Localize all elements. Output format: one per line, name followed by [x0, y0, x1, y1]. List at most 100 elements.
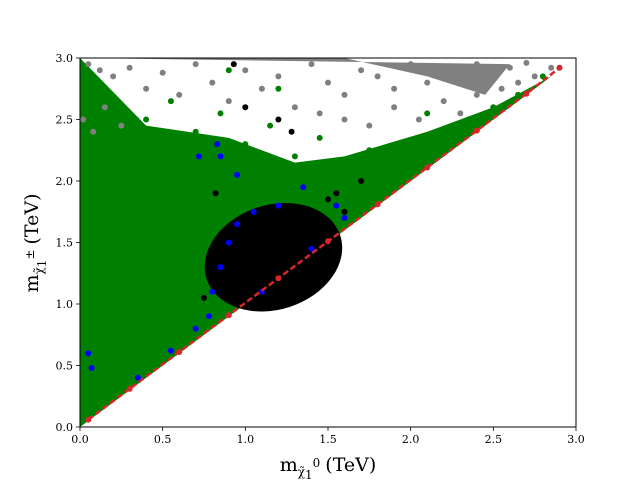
y-axis-ticks: 0.0 0.5 1.0 1.5 2.0 2.5 3.0 — [56, 52, 80, 434]
grey-point — [374, 73, 381, 80]
green-point — [382, 184, 389, 191]
black-point — [267, 245, 274, 252]
grey-point — [490, 69, 497, 76]
grey-point — [192, 61, 199, 68]
green-point — [490, 104, 497, 111]
grey-point — [291, 104, 298, 111]
grey-point — [473, 91, 480, 98]
green-point — [465, 116, 472, 123]
black-point — [250, 233, 257, 240]
grey-point — [358, 67, 365, 74]
black-point — [258, 214, 265, 221]
black-point — [316, 214, 323, 221]
x-tick-label: 3.0 — [567, 433, 585, 446]
black-point — [288, 128, 295, 135]
black-point — [237, 294, 244, 301]
red-diagonal-band — [87, 66, 561, 421]
x-tick-label: 1.5 — [319, 433, 337, 446]
black-point — [341, 208, 348, 215]
grey-point — [424, 79, 431, 86]
green-point — [391, 159, 398, 166]
x-axis-ticks: 0.0 0.5 1.0 1.5 2.0 2.5 3.0 — [71, 427, 585, 446]
grey-point — [159, 69, 166, 76]
x-tick-label: 2.0 — [402, 433, 420, 446]
y-label-sub: χ̃ — [32, 266, 46, 274]
blue-point — [234, 221, 241, 228]
y-tick-label: 0.0 — [56, 421, 74, 434]
y-label-sup2: ± — [23, 249, 37, 259]
grey-point — [531, 73, 538, 80]
grey-point — [341, 116, 348, 123]
grey-point — [225, 98, 232, 105]
blue-point — [275, 202, 282, 209]
black-point — [308, 227, 315, 234]
green-point — [267, 122, 274, 129]
y-axis-label: mχ̃1± (TeV) — [21, 193, 49, 292]
grey-point — [85, 61, 92, 68]
grey-point — [80, 116, 87, 123]
blue-point — [214, 141, 221, 148]
black-point — [225, 227, 232, 234]
x-label-unit: (TeV) — [325, 454, 376, 476]
green-point — [366, 147, 373, 154]
black-point — [217, 245, 224, 252]
grey-point — [440, 67, 447, 74]
green-point — [275, 85, 282, 92]
blue-point — [134, 374, 141, 381]
y-label-unit: (TeV) — [21, 193, 43, 244]
green-point — [242, 141, 249, 148]
blue-point — [217, 264, 224, 271]
blue-point — [333, 202, 340, 209]
blue-point — [167, 347, 174, 354]
green-point — [449, 134, 455, 141]
grey-point — [90, 128, 97, 135]
grey-point — [515, 79, 522, 86]
blue-point — [225, 239, 232, 246]
x-label-sup2: 0 — [313, 456, 321, 470]
grey-point — [440, 98, 447, 105]
x-tick-label: 0.5 — [154, 433, 172, 446]
grey-point — [341, 91, 348, 98]
blue-point — [341, 214, 348, 221]
grey-point — [391, 85, 398, 92]
black-point — [325, 196, 331, 203]
green-point — [415, 141, 422, 148]
black-point — [201, 294, 207, 301]
grey-point — [506, 64, 513, 71]
x-tick-label: 2.5 — [485, 433, 503, 446]
grey-point — [498, 85, 505, 92]
black-point — [295, 254, 302, 261]
y-label-sub2: 1 — [35, 260, 49, 268]
blue-point — [196, 153, 202, 160]
blue-point — [209, 288, 216, 295]
x-label-sub: χ̃ — [298, 465, 306, 479]
grey-point — [258, 85, 265, 92]
grey-point — [96, 67, 103, 74]
blue-point — [206, 313, 212, 320]
blue-point — [300, 184, 307, 191]
x-tick-label: 0.0 — [71, 433, 89, 446]
green-point — [341, 165, 348, 172]
black-density-region — [204, 203, 343, 312]
green-point — [225, 67, 232, 74]
grey-point — [457, 110, 464, 117]
green-point — [482, 110, 489, 117]
black-point — [242, 104, 249, 111]
grey-point — [101, 104, 108, 111]
black-point — [275, 264, 282, 271]
blue-point — [85, 350, 92, 357]
grey-point — [143, 85, 150, 92]
green-point — [424, 110, 431, 117]
grey-point — [118, 122, 125, 129]
blue-point — [250, 208, 257, 215]
grey-point — [391, 104, 398, 111]
x-axis-label: mχ̃10 (TeV) — [280, 454, 377, 480]
black-point — [283, 227, 290, 234]
y-tick-label: 2.0 — [56, 175, 74, 188]
black-point — [358, 178, 365, 184]
grey-point — [126, 64, 133, 71]
x-label-base: m — [280, 454, 298, 476]
black-point — [291, 239, 298, 246]
black-point — [300, 208, 307, 215]
